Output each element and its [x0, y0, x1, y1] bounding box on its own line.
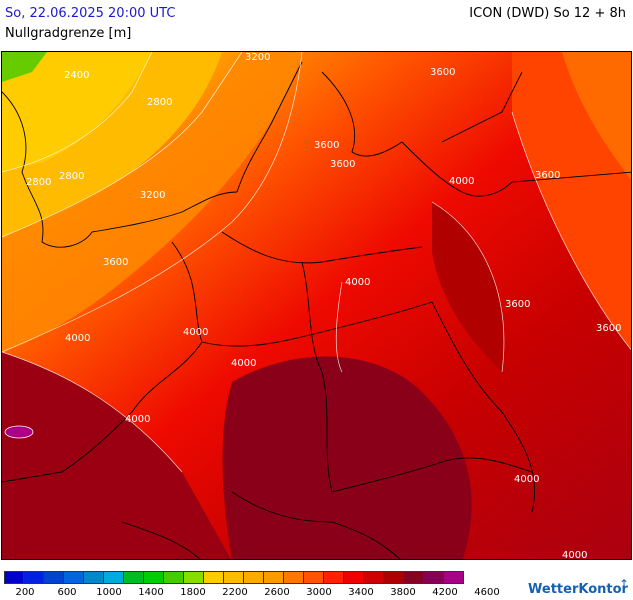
contour-label: 3200 [245, 52, 270, 63]
contour-label: 4000 [65, 333, 90, 344]
legend-label: 1000 [96, 587, 122, 598]
legend-swatch [444, 571, 464, 584]
field-4400-south [222, 356, 472, 559]
legend-label: 1400 [138, 587, 164, 598]
contour-label: 2800 [26, 177, 51, 188]
legend-swatch [384, 571, 404, 584]
legend-label: 4200 [432, 587, 458, 598]
contour-label: 4000 [345, 277, 370, 288]
legend-swatch [164, 571, 184, 584]
legend-swatch [64, 571, 84, 584]
legend-swatch [264, 571, 284, 584]
contour-label: 4000 [183, 327, 208, 338]
legend-swatch [244, 571, 264, 584]
legend-label: 2200 [222, 587, 248, 598]
map-borders [2, 61, 631, 559]
map-canvas: 2400 2800 2800 2800 3200 3200 3600 3600 3600 3600… [2, 52, 631, 560]
field-4600-spot [4, 425, 34, 439]
wetterkontor-logo: WetterKontor [528, 582, 628, 597]
legend-labels: 200 600 1000 1400 1800 2200 2600 3000 3400 3800 42… [0, 587, 520, 599]
legend-swatch [424, 571, 444, 584]
contour-label: 3600 [596, 323, 621, 334]
legend-swatch [24, 571, 44, 584]
isolines [2, 52, 631, 473]
model-run-label: ICON (DWD) So 12 + 8h [469, 6, 626, 21]
legend-swatch [224, 571, 244, 584]
legend-swatch [284, 571, 304, 584]
freezing-level-map[interactable]: 2400 2800 2800 2800 3200 3200 3600 3600 3600 3600… [1, 51, 632, 560]
contour-labels: 2400 2800 2800 2800 3200 3200 3600 3600 3600 3600… [26, 52, 621, 560]
field-2400 [2, 52, 152, 172]
legend-swatch [304, 571, 324, 584]
legend-label: 2600 [264, 587, 290, 598]
contour-label: 3600 [314, 140, 339, 151]
contour-label: 4000 [514, 474, 539, 485]
color-legend [4, 571, 464, 584]
contour-label: 4000 [125, 414, 150, 425]
legend-label: 4600 [474, 587, 500, 598]
parameter-label: Nullgradgrenze [m] [5, 26, 132, 41]
contour-label: 4000 [231, 358, 256, 369]
contour-label: 3600 [330, 159, 355, 170]
legend-swatch [104, 571, 124, 584]
legend-label: 3800 [390, 587, 416, 598]
contour-label: 3200 [140, 190, 165, 201]
contour-label: 2400 [64, 70, 89, 81]
legend-swatch [144, 571, 164, 584]
legend-swatch [324, 571, 344, 584]
contour-label: 4000 [562, 550, 587, 560]
legend-label: 200 [15, 587, 35, 598]
legend-swatch [364, 571, 384, 584]
legend-swatch [404, 571, 424, 584]
legend-swatch [204, 571, 224, 584]
logo-arrow-icon: ↑ [619, 577, 630, 591]
field-green [2, 52, 47, 82]
forecast-datetime: So, 22.06.2025 20:00 UTC [5, 6, 176, 21]
legend-swatch [44, 571, 64, 584]
field-3400-east [562, 52, 631, 180]
field-4200-east [432, 202, 504, 372]
legend-label: 1800 [180, 587, 206, 598]
contour-label: 3600 [430, 67, 455, 78]
contour-label: 3600 [103, 257, 128, 268]
legend-label: 3000 [306, 587, 332, 598]
legend-swatch [184, 571, 204, 584]
field-4200-sw [2, 352, 231, 559]
contour-label: 2800 [59, 171, 84, 182]
field-3200 [2, 52, 302, 352]
legend-swatch [344, 571, 364, 584]
legend-label: 600 [57, 587, 77, 598]
legend-swatch [124, 571, 144, 584]
contour-label: 3600 [505, 299, 530, 310]
legend-label: 3400 [348, 587, 374, 598]
contour-label: 4000 [449, 176, 474, 187]
contour-label: 2800 [147, 97, 172, 108]
legend-swatch [4, 571, 24, 584]
legend-swatch [84, 571, 104, 584]
contour-label: 3600 [535, 170, 560, 181]
